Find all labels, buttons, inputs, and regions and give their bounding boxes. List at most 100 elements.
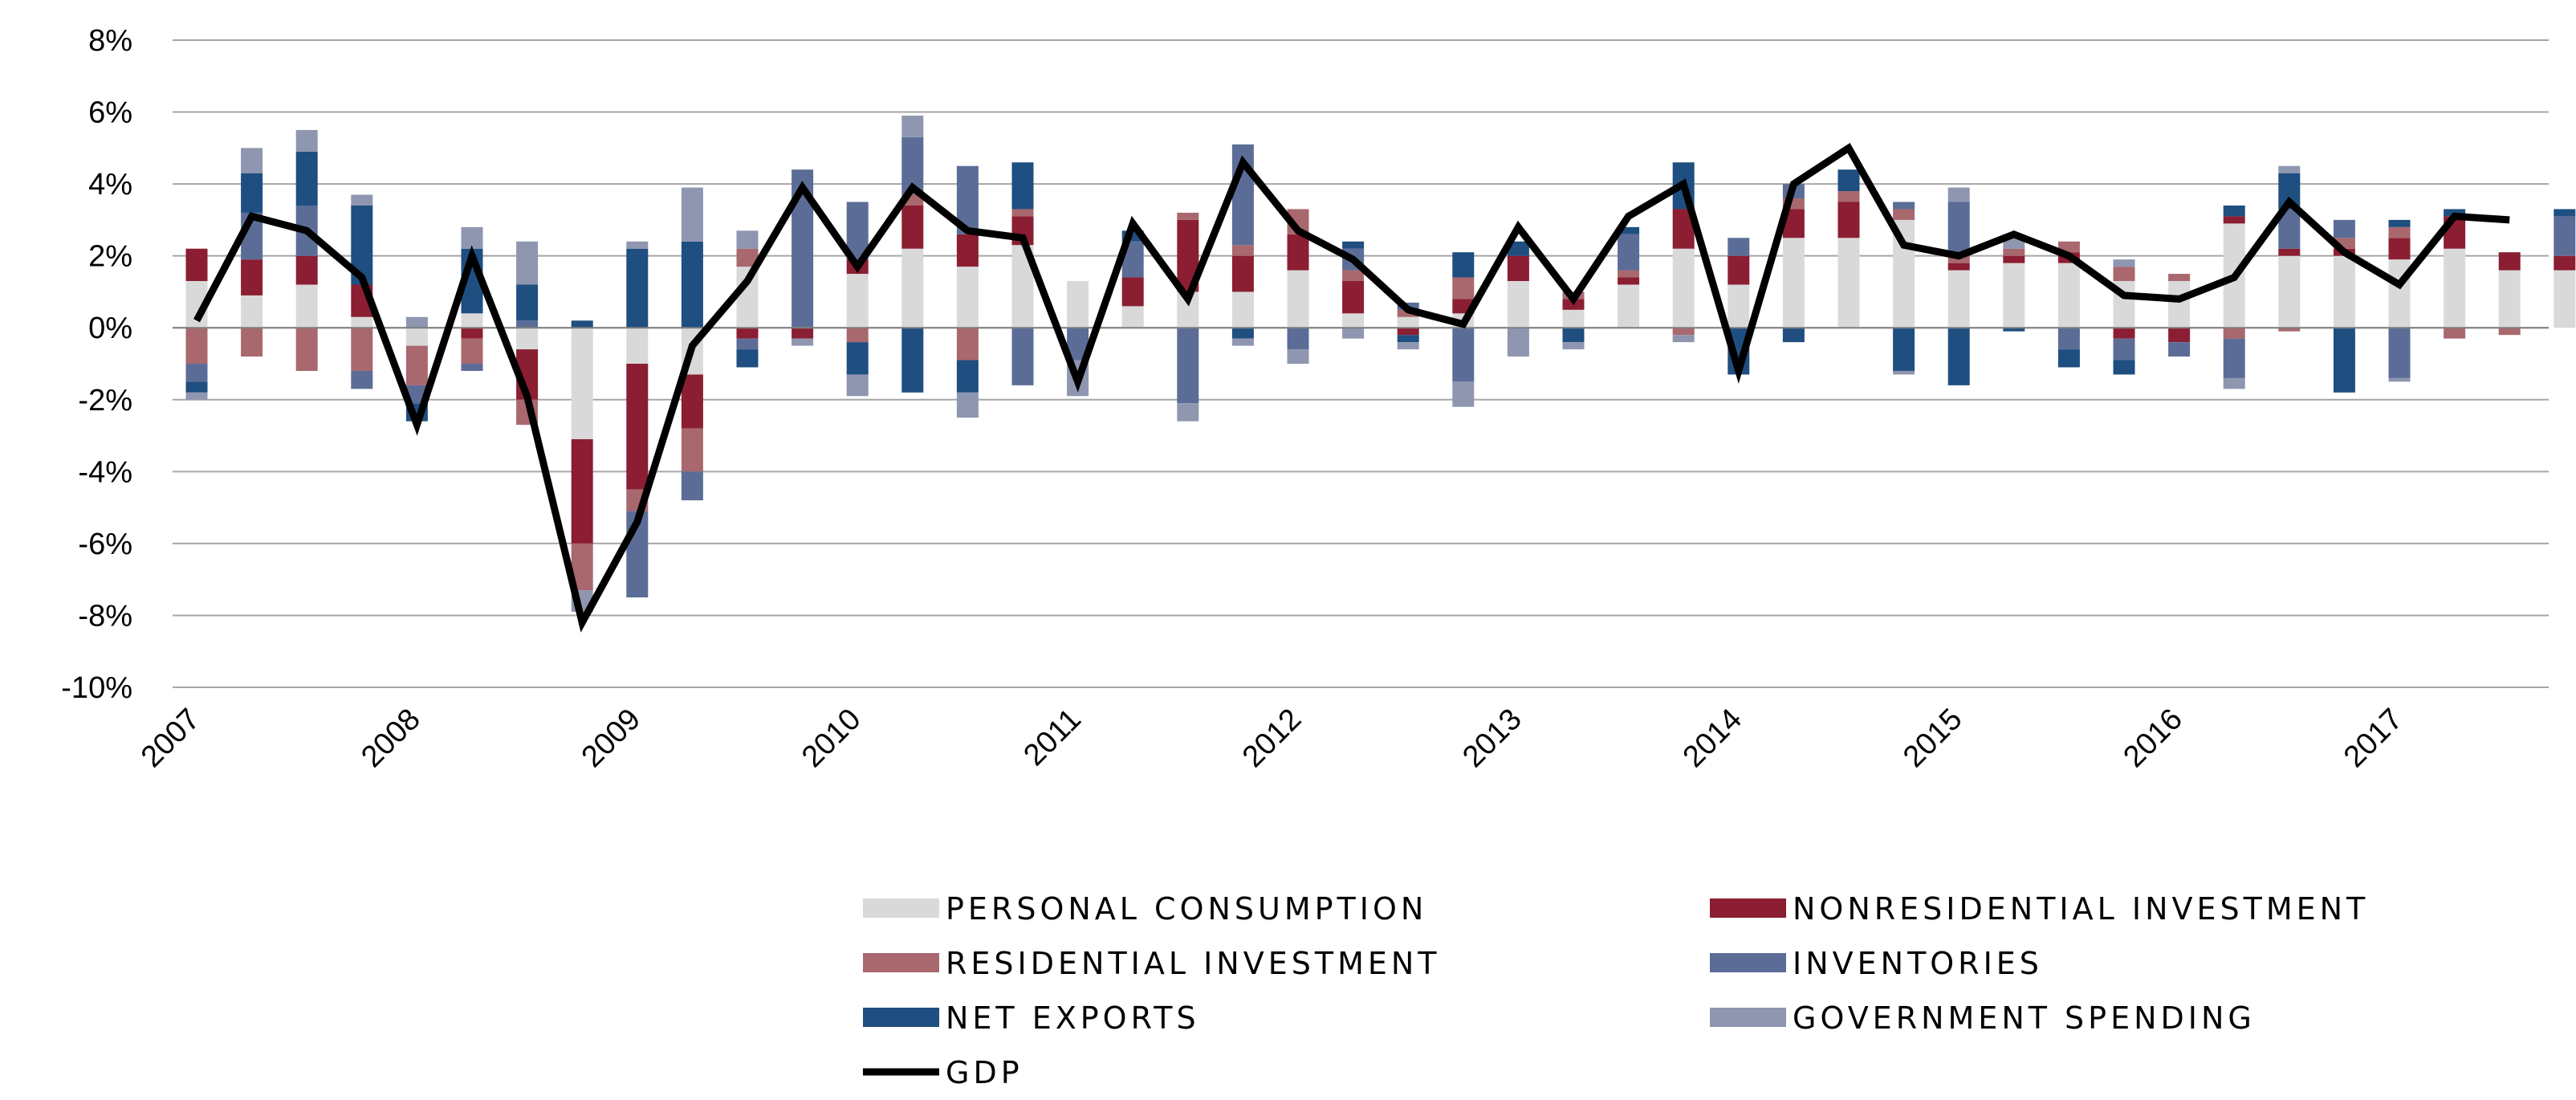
legend-label: NONRESIDENTIAL INVESTMENT — [1793, 891, 2369, 927]
bar-segment — [901, 248, 924, 328]
bar-segment — [295, 328, 318, 371]
bar-segment — [956, 234, 979, 267]
bar-segment — [1342, 313, 1365, 328]
bar-segment — [1231, 245, 1254, 256]
bar-segment — [1837, 191, 1860, 202]
bar-segment — [571, 328, 593, 440]
legend-swatch — [1710, 953, 1786, 972]
bar-segment — [956, 392, 979, 418]
legend-label: PERSONAL CONSUMPTION — [946, 891, 1427, 927]
bar-segment — [295, 255, 318, 285]
bar-segment — [2278, 328, 2301, 332]
bar-segment — [1231, 338, 1254, 346]
bar-segment — [626, 328, 649, 364]
bar-segment — [1947, 328, 1970, 385]
bar-segment — [1728, 284, 1750, 328]
bar-segment — [1342, 281, 1365, 314]
bar-segment — [405, 316, 428, 328]
bar-segment — [1837, 238, 1860, 328]
bar-segment — [2223, 216, 2245, 224]
bar-segment — [2057, 263, 2080, 328]
bar-segment — [1837, 169, 1860, 192]
bar-segment — [1231, 328, 1254, 339]
legend-label: NET EXPORTS — [946, 1000, 1200, 1036]
y-tick-label: -8% — [78, 599, 132, 633]
bar-segment — [461, 364, 483, 371]
bar-segment — [241, 259, 263, 295]
bar-segment — [1177, 328, 1199, 404]
bar-segment — [1728, 238, 1750, 256]
bar-segment — [1287, 234, 1309, 271]
bar-segment — [405, 328, 428, 346]
bar-segment — [1342, 270, 1365, 282]
bar-segment — [1011, 209, 1034, 217]
bar-segment — [901, 205, 924, 249]
bar-segment — [2554, 255, 2576, 271]
bar-segment — [1507, 241, 1529, 256]
legend-swatch — [863, 898, 939, 918]
bar-segment — [1452, 277, 1475, 299]
bar-segment — [1893, 328, 1915, 371]
x-tick-label: 2016 — [2117, 703, 2188, 774]
bar-segment — [1618, 277, 1640, 285]
bar-segment — [295, 284, 318, 328]
bar-segment — [1837, 202, 1860, 238]
legend: PERSONAL CONSUMPTION NONRESIDENTIAL INVES… — [863, 891, 2369, 1090]
bar-segment — [792, 338, 814, 346]
bar-segment — [2388, 377, 2411, 382]
bar-segment — [2554, 270, 2576, 328]
bar-segment — [1728, 255, 1750, 285]
bar-segment — [1782, 238, 1805, 328]
x-tick-label: 2007 — [135, 703, 206, 774]
bar-segment — [846, 202, 869, 260]
x-axis-tick-labels: 2007 2008 2009 2010 2011 2012 2013 2014 2015 2016… — [135, 703, 2409, 774]
x-tick-label: 2008 — [355, 703, 426, 774]
bar-segment — [1287, 349, 1309, 364]
bar-segment — [2388, 226, 2411, 238]
bar-segment — [1562, 309, 1585, 328]
bar-segment — [956, 267, 979, 328]
bar-segment — [1452, 328, 1475, 382]
bar-segment — [185, 248, 208, 282]
bar-segment — [1231, 291, 1254, 328]
bar-segment — [1397, 335, 1419, 343]
bar-segment — [2113, 328, 2135, 339]
bar-segment — [2168, 328, 2191, 343]
bar-segment — [2554, 216, 2576, 256]
bar-segment — [846, 274, 869, 328]
bar-segment — [1177, 403, 1199, 422]
bar-segment — [956, 360, 979, 393]
bar-segment — [571, 320, 593, 328]
bar-segment — [1672, 328, 1695, 336]
bar-segment — [1562, 328, 1585, 343]
y-tick-label: 2% — [88, 240, 132, 274]
bar-segment — [1452, 381, 1475, 407]
y-tick-label: -2% — [78, 384, 132, 418]
bar-segment — [2168, 342, 2191, 357]
legend-swatch — [863, 953, 939, 972]
bar-segment — [2333, 219, 2355, 238]
bar-segment — [1507, 281, 1529, 328]
bar-segment — [241, 295, 263, 328]
bar-segment — [1011, 328, 1034, 385]
bar-segment — [2554, 209, 2576, 217]
bar-segment — [2003, 328, 2025, 332]
bar-segment — [1672, 248, 1695, 328]
bar-segment — [1177, 212, 1199, 220]
bar-segment — [846, 342, 869, 375]
bar-segment — [351, 194, 373, 206]
legend-label: GDP — [946, 1055, 1023, 1090]
bar-segment — [241, 328, 263, 357]
bar-segment — [1507, 328, 1529, 357]
y-tick-label: 8% — [88, 24, 132, 58]
bar-segment — [1067, 281, 1089, 328]
bar-segment — [516, 328, 539, 350]
bar-segment — [1618, 270, 1640, 278]
bar-segment — [1287, 270, 1309, 328]
bar-segment — [736, 328, 759, 339]
bar-segment — [2223, 377, 2245, 389]
bar-segment — [1121, 306, 1144, 328]
bar-segment — [1342, 241, 1365, 249]
bar-segment — [736, 338, 759, 350]
